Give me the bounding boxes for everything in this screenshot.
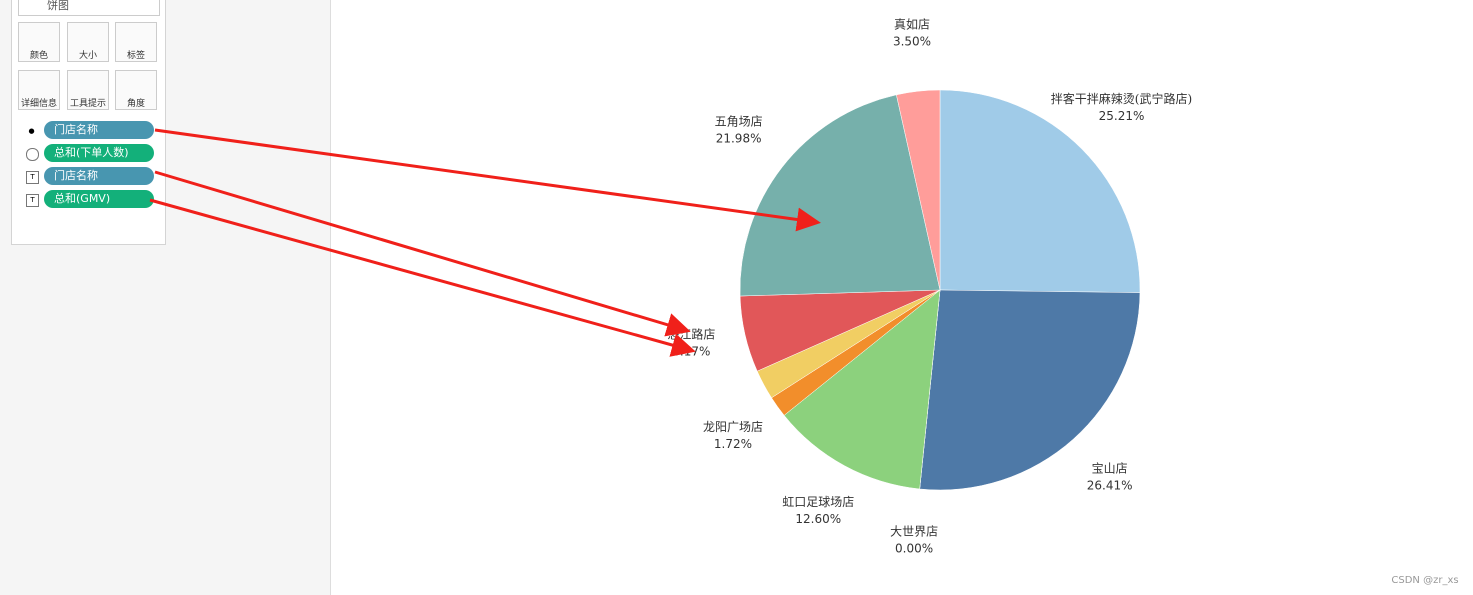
pie-slice [739,94,941,297]
watermark: CSDN @zr_xs [1391,575,1458,586]
color-icon: ● [28,127,35,135]
slice-label: 真如店 [894,17,930,32]
side-panel: 饼图 颜色 大小 标签 详细信息 工具提示 角度 ● 门店名称 总和(下单人数)… [0,0,331,595]
pie-slice [783,289,941,490]
mark-type[interactable]: 饼图 [18,0,160,16]
slice-value: 26.41% [1087,478,1133,492]
pill[interactable]: 门店名称 [44,121,154,139]
tooltip-btn[interactable]: 工具提示 [67,70,109,110]
angle-btn[interactable]: 角度 [115,70,157,110]
pill[interactable]: 门店名称 [44,167,154,185]
pie-slice [919,289,1141,491]
slice-value: 3.50% [893,35,931,49]
slice-label: 虹口足球场店 [782,495,854,509]
slice-value: 21.98% [716,132,762,146]
slice-label: 怒江路店 [667,327,715,342]
slice-value: 0.00% [895,542,933,556]
detail-btn[interactable]: 详细信息 [18,70,60,110]
label-icon: T [26,194,39,207]
size-icon [26,148,39,161]
size-btn[interactable]: 大小 [67,22,109,62]
slice-value: 12.60% [795,512,841,526]
slice-value: 25.21% [1099,109,1145,123]
slice-label: 大世界店 [890,525,938,539]
pill[interactable]: 总和(下单人数) [44,144,154,162]
slice-label: 宝山店 [1092,461,1128,475]
slice-label: 龙阳广场店 [703,420,763,434]
pie-slice [939,89,1141,293]
slice-label: 拌客干拌麻辣烫(武宁路店) [1051,91,1192,106]
pie-slice [896,89,941,291]
slice-value: 1.72% [714,437,752,451]
annotation-arrows [149,128,821,357]
slice-label: 五角场店 [715,115,763,129]
pill[interactable]: 总和(GMV) [44,190,154,208]
color-btn[interactable]: 颜色 [18,22,60,62]
label-btn[interactable]: 标签 [115,22,157,62]
marks-card: 饼图 颜色 大小 标签 详细信息 工具提示 角度 ● 门店名称 总和(下单人数)… [11,0,166,245]
label-icon: T [26,171,39,184]
